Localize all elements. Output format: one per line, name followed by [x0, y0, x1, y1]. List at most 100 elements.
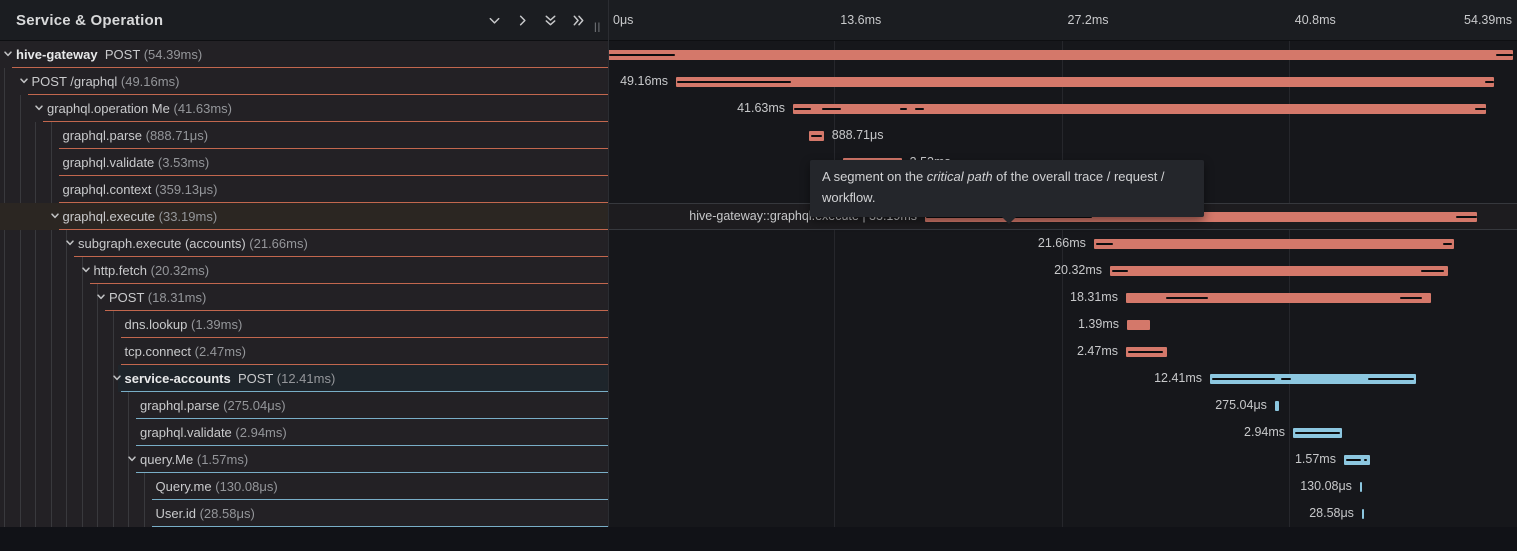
span-duration: (2.94ms): [235, 425, 287, 440]
expand-chevron-icon[interactable]: [96, 292, 106, 302]
timeline-gridline: [1061, 41, 1063, 527]
critical-path-segment: [1443, 242, 1452, 245]
span-bar[interactable]: [1274, 400, 1280, 411]
span-row-underline: [89, 283, 608, 284]
span-tree-row[interactable]: query.Me (1.57ms): [0, 446, 608, 473]
span-tree-row[interactable]: hive-gateway POST (54.39ms): [0, 41, 608, 68]
span-row-underline: [151, 499, 608, 500]
span-bar[interactable]: [1210, 373, 1417, 384]
service-operation-title: Service & Operation: [16, 11, 164, 29]
expand-chevron-icon[interactable]: [127, 454, 137, 464]
expand-chevron-icon[interactable]: [81, 265, 91, 275]
span-tree-row[interactable]: POST /graphql (49.16ms): [0, 68, 608, 95]
span-bar-duration-label: 41.63ms: [737, 101, 786, 115]
operation-name: graphql.parse: [62, 128, 143, 143]
span-label: Query.me (130.08μs): [156, 473, 278, 500]
service-row-highlight: [117, 365, 608, 392]
operation-name: POST: [237, 371, 274, 386]
expand-chevron-icon[interactable]: [34, 103, 44, 113]
operation-name: graphql.parse: [140, 398, 220, 413]
span-row-underline: [58, 229, 608, 230]
span-bar[interactable]: [1359, 481, 1363, 492]
span-bar[interactable]: [1343, 454, 1371, 465]
panel-resize-handle[interactable]: ||: [594, 22, 602, 33]
span-bar-duration-label: 1.39ms: [1077, 317, 1119, 331]
span-tree-row[interactable]: service-accounts POST (12.41ms): [0, 365, 608, 392]
critical-path-segment: [1484, 80, 1494, 83]
double-chevron-down-icon[interactable]: [542, 12, 558, 28]
span-duration: (1.57ms): [196, 452, 249, 467]
expand-chevron-icon[interactable]: [3, 49, 13, 59]
span-tree-row[interactable]: POST (18.31ms): [0, 284, 608, 311]
indent-guide: [97, 284, 98, 527]
expand-chevron-icon[interactable]: [50, 211, 60, 221]
expand-chevron-icon[interactable]: [112, 373, 122, 383]
span-bar[interactable]: [1110, 265, 1449, 276]
span-label: User.id (28.58μs): [156, 500, 255, 527]
span-tree-row[interactable]: http.fetch (20.32ms): [0, 257, 608, 284]
chevron-right-icon[interactable]: [514, 12, 530, 28]
span-bar-duration-label: 275.04μs: [1215, 398, 1267, 412]
double-chevron-right-icon[interactable]: [570, 12, 586, 28]
span-bar[interactable]: [1093, 238, 1455, 249]
span-duration: (3.53ms): [157, 155, 210, 170]
indent-guide: [50, 122, 52, 527]
critical-path-segment: [810, 134, 822, 137]
span-bar[interactable]: [1126, 319, 1151, 330]
critical-path-segment: [1111, 269, 1128, 272]
span-row-underline: [136, 445, 608, 446]
span-bar-duration-label: 28.58μs: [1309, 506, 1354, 520]
span-tree-row[interactable]: graphql.operation Me (41.63ms): [0, 95, 608, 122]
span-tree-row[interactable]: Query.me (130.08μs): [0, 473, 608, 500]
critical-path-segment: [1165, 296, 1208, 299]
critical-path-segment: [1127, 350, 1163, 353]
span-bar[interactable]: [1293, 427, 1342, 438]
span-bar[interactable]: [1125, 292, 1431, 303]
span-row-underline: [120, 364, 608, 365]
timeline-gridline: [1288, 41, 1290, 527]
panel-divider[interactable]: [608, 0, 609, 527]
span-row-underline: [151, 526, 608, 527]
critical-path-segment: [1280, 377, 1292, 380]
span-duration: (1.39ms): [191, 317, 243, 332]
span-tree-row[interactable]: graphql.execute (33.19ms): [0, 203, 608, 230]
service-name: service-accounts: [124, 371, 231, 386]
operation-name: tcp.connect: [124, 344, 192, 359]
indent-guide: [66, 230, 67, 527]
span-duration: (130.08μs): [215, 479, 278, 494]
span-tree-row[interactable]: User.id (28.58μs): [0, 500, 608, 527]
timeline-tick-label: 13.6ms: [840, 13, 882, 27]
critical-path-segment: [1211, 377, 1275, 380]
span-tree-row[interactable]: tcp.connect (2.47ms): [0, 338, 608, 365]
span-bar[interactable]: [793, 103, 1486, 114]
span-row-underline: [105, 310, 608, 311]
indent-guide: [35, 122, 36, 527]
span-label: POST (18.31ms): [109, 284, 206, 311]
chevron-down-icon[interactable]: [486, 12, 502, 28]
span-tree-row[interactable]: dns.lookup (1.39ms): [0, 311, 608, 338]
operation-name: dns.lookup: [124, 317, 188, 332]
operation-name: POST: [109, 290, 145, 305]
operation-name: graphql.validate: [140, 425, 232, 440]
critical-path-segment: [609, 53, 676, 56]
span-row-underline: [136, 472, 608, 473]
span-label: query.Me (1.57ms): [140, 446, 248, 473]
timeline-canvas: 49.16ms41.63ms888.71μs3.53ms359.13μshive…: [608, 41, 1517, 527]
span-bar[interactable]: [608, 49, 1513, 60]
operation-name: POST: [104, 47, 141, 62]
span-bar[interactable]: [1361, 508, 1364, 519]
span-tree-row[interactable]: graphql.parse (888.71μs): [0, 122, 608, 149]
span-duration: (33.19ms): [158, 209, 218, 224]
expand-chevron-icon[interactable]: [19, 76, 29, 86]
span-tree-row[interactable]: graphql.parse (275.04μs): [0, 392, 608, 419]
span-bar[interactable]: [809, 130, 824, 141]
span-tree-row[interactable]: graphql.validate (3.53ms): [0, 149, 608, 176]
span-tree-row[interactable]: graphql.context (359.13μs): [0, 176, 608, 203]
span-label: POST /graphql (49.16ms): [32, 68, 180, 95]
span-tree-row[interactable]: subgraph.execute (accounts) (21.66ms): [0, 230, 608, 257]
span-duration: (49.16ms): [120, 74, 180, 89]
span-bar[interactable]: [1125, 346, 1168, 357]
span-tree-row[interactable]: graphql.validate (2.94ms): [0, 419, 608, 446]
expand-chevron-icon[interactable]: [65, 238, 75, 248]
span-bar[interactable]: [676, 76, 1495, 87]
